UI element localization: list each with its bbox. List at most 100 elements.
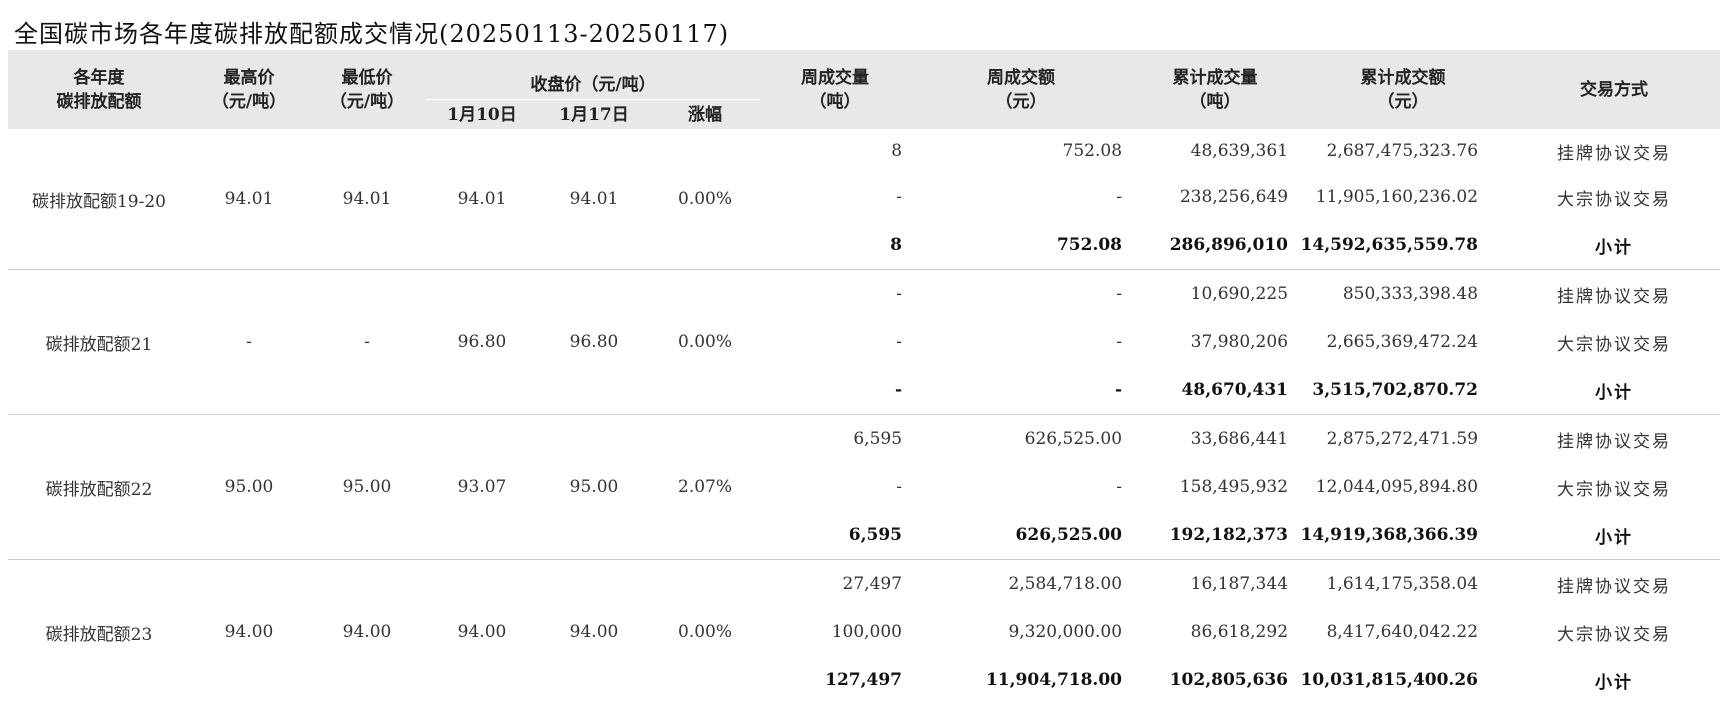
header-method: 交易方式	[1508, 50, 1720, 129]
trade-method: 挂牌协议交易	[1508, 270, 1720, 319]
carbon-quota-table: 各年度 碳排放配额 最高价 （元/吨） 最低价 （元/吨） 收盘价（元/吨） 周…	[8, 50, 1720, 704]
week-amount: -	[910, 463, 1132, 511]
quota-name: 碳排放配额21	[8, 270, 190, 415]
close-price-prev: 94.01	[426, 129, 538, 270]
week-amount: -	[910, 318, 1132, 366]
week-amount: -	[910, 270, 1132, 319]
cum-amount: 11,905,160,236.02	[1298, 173, 1508, 221]
header-low: 最低价 （元/吨）	[308, 50, 426, 129]
close-price-prev: 96.80	[426, 270, 538, 415]
cum-amount: 8,417,640,042.22	[1298, 608, 1508, 656]
week-volume: 8	[760, 129, 910, 173]
week-amount: 626,525.00	[910, 415, 1132, 464]
header-change: 涨幅	[650, 100, 760, 130]
header-cum-amount: 累计成交额 （元）	[1298, 50, 1508, 129]
quota-name: 碳排放配额19-20	[8, 129, 190, 270]
week-volume: 8	[760, 221, 910, 270]
low-price: -	[308, 270, 426, 415]
header-week-volume: 周成交量 （吨）	[760, 50, 910, 129]
cum-amount: 2,687,475,323.76	[1298, 129, 1508, 173]
close-price-prev: 94.00	[426, 560, 538, 704]
week-amount: 2,584,718.00	[910, 560, 1132, 609]
cum-amount: 10,031,815,400.26	[1298, 656, 1508, 704]
close-price-cur: 96.80	[538, 270, 650, 415]
week-volume: -	[760, 270, 910, 319]
cum-volume: 238,256,649	[1132, 173, 1298, 221]
cum-volume: 33,686,441	[1132, 415, 1298, 464]
header-close-cur: 1月17日	[538, 100, 650, 130]
low-price: 95.00	[308, 415, 426, 560]
high-price: 94.00	[190, 560, 308, 704]
cum-amount: 2,875,272,471.59	[1298, 415, 1508, 464]
high-price: -	[190, 270, 308, 415]
cum-amount: 3,515,702,870.72	[1298, 366, 1508, 415]
price-change: 2.07%	[650, 415, 760, 560]
week-amount: 752.08	[910, 221, 1132, 270]
price-change: 0.00%	[650, 129, 760, 270]
cum-volume: 37,980,206	[1132, 318, 1298, 366]
header-high: 最高价 （元/吨）	[190, 50, 308, 129]
cum-amount: 850,333,398.48	[1298, 270, 1508, 319]
header-close-prev: 1月10日	[426, 100, 538, 130]
trade-method: 小计	[1508, 366, 1720, 415]
week-volume: 100,000	[760, 608, 910, 656]
week-volume: -	[760, 463, 910, 511]
quota-name: 碳排放配额23	[8, 560, 190, 704]
week-amount: 752.08	[910, 129, 1132, 173]
page-title: 全国碳市场各年度碳排放配额成交情况(20250113-20250117)	[14, 14, 729, 49]
trade-method: 大宗协议交易	[1508, 318, 1720, 366]
trade-method: 小计	[1508, 221, 1720, 270]
high-price: 94.01	[190, 129, 308, 270]
close-price-cur: 94.00	[538, 560, 650, 704]
week-amount: -	[910, 366, 1132, 415]
high-price: 95.00	[190, 415, 308, 560]
trade-method: 大宗协议交易	[1508, 173, 1720, 221]
close-price-cur: 95.00	[538, 415, 650, 560]
cum-volume: 286,896,010	[1132, 221, 1298, 270]
week-amount: -	[910, 173, 1132, 221]
cum-volume: 16,187,344	[1132, 560, 1298, 609]
header-close-group: 收盘价（元/吨）	[426, 50, 760, 100]
price-change: 0.00%	[650, 270, 760, 415]
cum-volume: 102,805,636	[1132, 656, 1298, 704]
cum-amount: 14,919,368,366.39	[1298, 511, 1508, 560]
week-volume: -	[760, 318, 910, 366]
trade-method: 挂牌协议交易	[1508, 129, 1720, 173]
quota-name: 碳排放配额22	[8, 415, 190, 560]
close-price-cur: 94.01	[538, 129, 650, 270]
cum-volume: 48,670,431	[1132, 366, 1298, 415]
week-volume: 6,595	[760, 415, 910, 464]
price-change: 0.00%	[650, 560, 760, 704]
cum-volume: 86,618,292	[1132, 608, 1298, 656]
header-cum-volume: 累计成交量 （吨）	[1132, 50, 1298, 129]
header-week-amount: 周成交额 （元）	[910, 50, 1132, 129]
week-amount: 626,525.00	[910, 511, 1132, 560]
week-volume: -	[760, 173, 910, 221]
cum-volume: 48,639,361	[1132, 129, 1298, 173]
cum-amount: 2,665,369,472.24	[1298, 318, 1508, 366]
low-price: 94.01	[308, 129, 426, 270]
week-volume: -	[760, 366, 910, 415]
header-name: 各年度 碳排放配额	[8, 50, 190, 129]
cum-volume: 192,182,373	[1132, 511, 1298, 560]
week-amount: 11,904,718.00	[910, 656, 1132, 704]
cum-amount: 1,614,175,358.04	[1298, 560, 1508, 609]
week-volume: 27,497	[760, 560, 910, 609]
trade-method: 大宗协议交易	[1508, 608, 1720, 656]
trade-method: 小计	[1508, 511, 1720, 560]
cum-volume: 158,495,932	[1132, 463, 1298, 511]
cum-amount: 14,592,635,559.78	[1298, 221, 1508, 270]
low-price: 94.00	[308, 560, 426, 704]
week-volume: 127,497	[760, 656, 910, 704]
cum-volume: 10,690,225	[1132, 270, 1298, 319]
trade-method: 挂牌协议交易	[1508, 560, 1720, 609]
week-amount: 9,320,000.00	[910, 608, 1132, 656]
close-price-prev: 93.07	[426, 415, 538, 560]
trade-method: 小计	[1508, 656, 1720, 704]
week-volume: 6,595	[760, 511, 910, 560]
trade-method: 挂牌协议交易	[1508, 415, 1720, 464]
